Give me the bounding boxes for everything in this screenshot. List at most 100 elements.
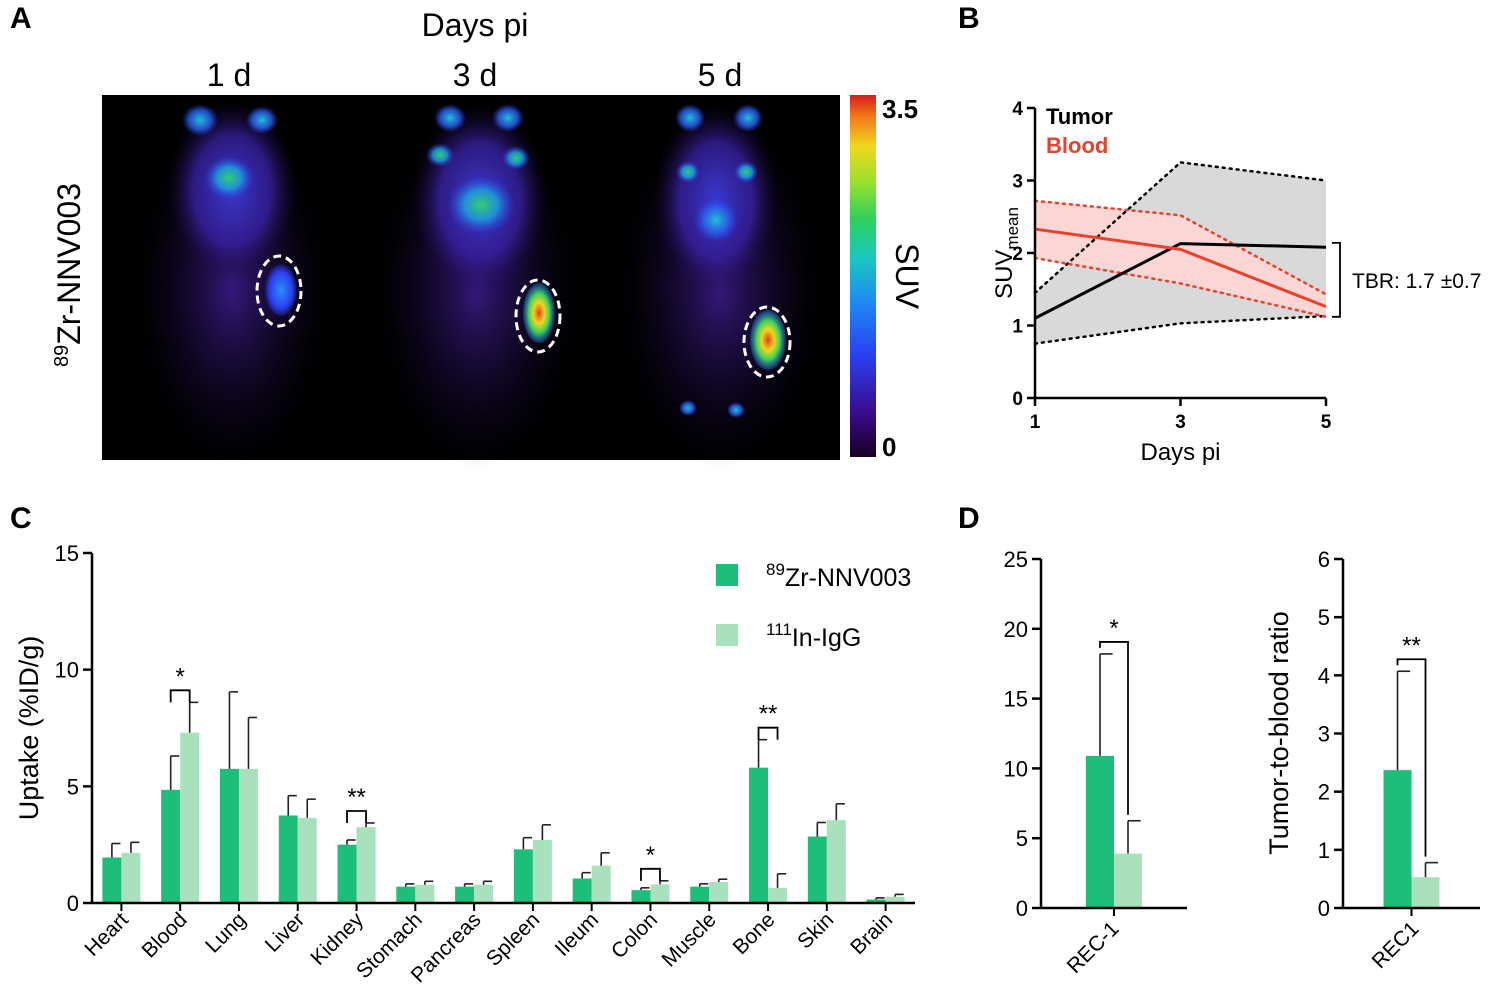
- legend-entry-blood: Blood: [1046, 133, 1108, 158]
- y-tick-label: 0: [1318, 896, 1330, 921]
- line-tumor: [1034, 242, 1327, 320]
- bar-pancreas-zr-nnv003: [455, 886, 475, 903]
- significance-label-blood: *: [176, 663, 185, 690]
- colorbar-min-label: 0: [882, 432, 896, 462]
- significance-label-kidney: **: [347, 784, 366, 811]
- x-category-label: Lung: [201, 908, 250, 957]
- significance-bracket-kidney: [346, 810, 367, 823]
- legend-swatch-zr-nnv003: [716, 564, 738, 586]
- panel-letter-a: A: [10, 2, 32, 35]
- x-tick-label: 5: [1321, 412, 1332, 433]
- bar-muscle-in-igg: [709, 882, 729, 903]
- bar-pancreas-in-igg: [474, 884, 494, 903]
- y-tick-label: 3: [1012, 172, 1023, 193]
- bar-rec1-zr-nnv003: [1383, 770, 1412, 908]
- band-edge-tumor-lower: [1033, 314, 1328, 345]
- significance-label-rec1: **: [1402, 632, 1421, 659]
- y-tick-label: 5: [1016, 826, 1028, 851]
- y-tick-label: 15: [55, 541, 79, 566]
- x-category-label: Brain: [846, 908, 897, 959]
- band-edge-blood-lower: [1033, 256, 1328, 319]
- suv-colorbar: [850, 95, 876, 457]
- y-tick-label: 10: [1004, 756, 1028, 781]
- significance-label-rec-1: *: [1109, 615, 1118, 642]
- bar-blood-in-igg: [180, 732, 200, 903]
- x-tick-label: 1: [1030, 412, 1041, 433]
- tracer-isotope-sup: 89: [51, 345, 73, 367]
- x-category-label: Colon: [607, 908, 662, 963]
- pet-mouse-3d: [377, 104, 577, 468]
- panel-d-uptake-chart: 0 5 10 15 20 25 * REC-1: [1004, 547, 1187, 978]
- panel-d-ratio-chart: 0 1 2 3 4 5 6 ** REC1 Tumor-to-blood ratio: [1264, 547, 1480, 973]
- y-tick-label: 25: [1004, 547, 1028, 572]
- bar-bone-in-igg: [768, 887, 788, 903]
- bar-heart-zr-nnv003: [102, 857, 122, 903]
- legend-name-in-igg: In-IgG: [792, 624, 861, 652]
- x-category-label: REC1: [1368, 917, 1424, 973]
- y-tick-label: 2: [1318, 780, 1330, 805]
- panel-letter-c: C: [10, 502, 32, 535]
- pet-mouse-1d: [137, 100, 327, 465]
- x-category-label: Skin: [793, 908, 838, 953]
- bar-skin-zr-nnv003: [807, 836, 827, 903]
- y-tick-label: 15: [1004, 687, 1028, 712]
- x-category-label: Heart: [80, 908, 133, 961]
- bar-brain-zr-nnv003: [866, 899, 886, 903]
- x-category-label: Bone: [729, 908, 780, 959]
- bar-ileum-in-igg: [591, 865, 611, 903]
- significance-bracket-bone: [757, 726, 779, 740]
- legend-entry-tumor: Tumor: [1046, 104, 1113, 129]
- panel-c-bar-chart: Heart Blood Lung LiverKidneyStomachPancreas…: [14, 541, 915, 987]
- legend-sup-in-igg: 111: [766, 620, 792, 639]
- bar-lung-zr-nnv003: [219, 768, 239, 903]
- x-tick-label: 3: [1175, 412, 1186, 433]
- bar-liver-in-igg: [297, 817, 317, 903]
- timepoint-label-5d: 5 d: [698, 57, 742, 93]
- bar-skin-in-igg: [826, 820, 846, 903]
- bar-kidney-zr-nnv003: [337, 844, 357, 903]
- x-category-label: Ileum: [551, 908, 604, 961]
- bar-bone-zr-nnv003: [749, 767, 769, 903]
- bar-stomach-in-igg: [415, 884, 435, 903]
- y-tick-label: 4: [1318, 663, 1330, 688]
- y-tick-label: 20: [1004, 617, 1028, 642]
- x-category-label: Liver: [261, 908, 309, 956]
- legend-entry-zr-nnv003: 89Zr-NNV003: [766, 560, 911, 592]
- significance-label-colon: *: [646, 842, 655, 869]
- y-tick-label: 1: [1318, 838, 1330, 863]
- line-blood: [1034, 227, 1327, 309]
- band-blood: [1035, 200, 1326, 317]
- y-tick-label: 3: [1318, 722, 1330, 747]
- y-tick-label: 0: [67, 891, 79, 916]
- bar-kidney-in-igg: [356, 827, 376, 903]
- significance-bracket-rec-1: [1099, 641, 1129, 815]
- bar-rec-1-in-igg: [1114, 853, 1142, 908]
- bar-spleen-in-igg: [532, 840, 552, 903]
- y-tick-label: 5: [67, 774, 79, 799]
- panel-letter-d: D: [958, 502, 980, 535]
- panel-letter-b: B: [958, 2, 980, 35]
- x-category-label: Muscle: [657, 908, 720, 971]
- tbr-annotation: TBR: 1.7 ±0.7: [1352, 270, 1481, 293]
- panel-a-header: Days pi: [422, 7, 529, 43]
- panel-a: Days pi 1 d 3 d 5 d: [51, 7, 925, 468]
- x-category-label: Spleen: [482, 908, 545, 971]
- colorbar-max-label: 3.5: [882, 94, 918, 124]
- bar-lung-in-igg: [238, 768, 258, 903]
- timepoint-label-1d: 1 d: [207, 57, 251, 93]
- significance-bracket-rec1: [1396, 658, 1427, 857]
- band-edge-blood-upper: [1033, 199, 1328, 296]
- x-category-label: Blood: [137, 908, 191, 962]
- y-tick-label: 2: [1012, 244, 1023, 265]
- y-axis-label-sub: mean: [1003, 207, 1022, 250]
- timepoint-label-3d: 3 d: [453, 57, 497, 93]
- significance-label-bone: **: [759, 701, 778, 728]
- y-tick-label: 4: [1012, 99, 1023, 120]
- tbr-bracket: [1332, 241, 1341, 318]
- legend-entry-in-igg: 111In-IgG: [766, 620, 861, 652]
- bar-heart-in-igg: [121, 852, 141, 903]
- bar-muscle-zr-nnv003: [690, 886, 710, 903]
- bar-rec1-in-igg: [1411, 877, 1440, 908]
- y-axis-label: Tumor-to-blood ratio: [1264, 611, 1294, 855]
